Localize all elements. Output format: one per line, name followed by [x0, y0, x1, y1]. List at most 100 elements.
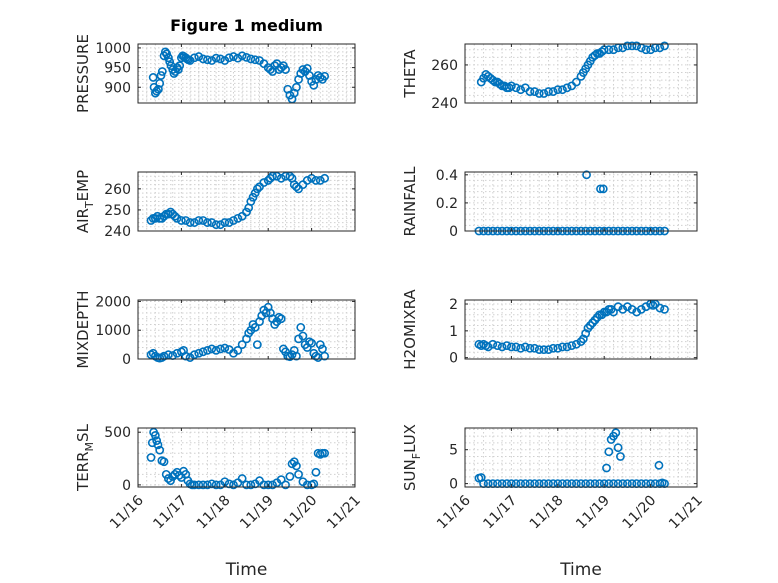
axes-box	[137, 299, 356, 360]
axes-box	[464, 171, 698, 232]
data-point	[598, 184, 608, 194]
data-point	[544, 87, 553, 96]
data-point	[211, 53, 221, 63]
data-point	[516, 85, 526, 95]
chart-title: Figure 1 medium	[170, 16, 323, 35]
y-axis-label: MIXDEPTH	[74, 290, 92, 368]
data-point	[581, 329, 591, 338]
data-point	[152, 436, 162, 446]
data-point	[163, 474, 173, 483]
data-point	[250, 188, 260, 198]
data-point	[544, 345, 553, 355]
data-point	[170, 211, 180, 221]
series-markers	[148, 47, 330, 104]
data-point	[147, 438, 157, 448]
data-point	[627, 41, 637, 51]
data-point	[506, 81, 516, 91]
data-point	[211, 220, 221, 230]
data-point	[315, 73, 325, 82]
data-point	[534, 345, 544, 355]
data-point	[159, 457, 169, 467]
data-point	[315, 176, 325, 185]
data-point	[207, 56, 217, 65]
data-point	[198, 216, 208, 225]
y-tick-label: 0.4	[436, 168, 458, 184]
y-axis-label: THETA	[401, 49, 419, 99]
data-point	[250, 55, 260, 65]
data-point	[159, 351, 169, 361]
data-point	[220, 343, 230, 353]
subplot-7: 0 500 11/16 11/17 11/18 11/19 11/20 11/21 Time TE…	[74, 423, 364, 580]
data-point	[233, 213, 243, 223]
y-tick-label: 900	[104, 80, 131, 96]
data-point	[558, 85, 567, 95]
data-point	[229, 216, 238, 225]
data-point	[582, 170, 591, 180]
data-point	[289, 457, 299, 467]
data-point	[259, 480, 269, 490]
data-point	[216, 220, 225, 230]
subplot-2: 240 260 THETA	[401, 41, 698, 112]
data-point	[641, 45, 651, 55]
data-point	[655, 303, 665, 313]
y-tick-label: 0	[122, 352, 131, 368]
series-markers	[146, 302, 330, 363]
data-point	[660, 41, 669, 51]
data-point	[190, 480, 199, 490]
data-point	[157, 67, 167, 76]
y-tick-label: 1000	[95, 323, 131, 339]
data-point	[268, 171, 277, 181]
data-point	[268, 480, 277, 490]
data-point	[495, 79, 505, 89]
y-tick-label: 0	[122, 478, 131, 494]
data-point	[237, 474, 247, 483]
x-tick-label: 11/19	[573, 493, 613, 533]
data-point	[276, 475, 286, 485]
data-point	[152, 86, 162, 96]
data-point	[203, 345, 212, 355]
data-point	[520, 342, 530, 352]
data-point	[315, 340, 325, 350]
data-point	[252, 184, 262, 194]
y-tick-label: 1	[449, 324, 458, 340]
data-point	[320, 448, 330, 458]
data-point	[176, 216, 186, 225]
data-point	[194, 216, 204, 225]
data-point	[198, 54, 208, 64]
data-point	[285, 171, 295, 181]
data-point	[320, 173, 330, 183]
data-point	[558, 342, 567, 352]
data-point	[311, 176, 321, 185]
data-point	[320, 71, 330, 81]
data-point	[516, 343, 526, 353]
data-point	[292, 461, 301, 471]
data-point	[609, 45, 618, 55]
data-point	[250, 322, 260, 332]
data-point	[242, 480, 251, 490]
data-point	[246, 197, 256, 206]
data-point	[488, 75, 498, 85]
series-markers	[476, 41, 669, 98]
data-point	[506, 342, 516, 352]
y-tick-label: 0	[449, 477, 458, 493]
y-axis-label: RAINFALL	[401, 166, 419, 237]
y-tick-label: 950	[104, 61, 131, 77]
data-point	[165, 57, 175, 67]
data-point	[567, 341, 577, 350]
y-axis-label: H2OMIXRA	[401, 289, 419, 370]
data-point	[530, 343, 539, 353]
x-tick-label: 11/19	[237, 493, 277, 533]
data-point	[285, 472, 295, 481]
data-point	[296, 322, 306, 332]
data-point	[497, 342, 507, 352]
data-point	[237, 340, 247, 350]
data-point	[163, 53, 173, 63]
x-tick-label: 11/16	[434, 492, 474, 532]
data-point	[616, 452, 625, 461]
data-point	[207, 344, 217, 354]
y-tick-label: 5	[449, 443, 458, 459]
data-point	[216, 54, 225, 64]
data-point	[502, 341, 512, 350]
data-point	[155, 78, 165, 88]
